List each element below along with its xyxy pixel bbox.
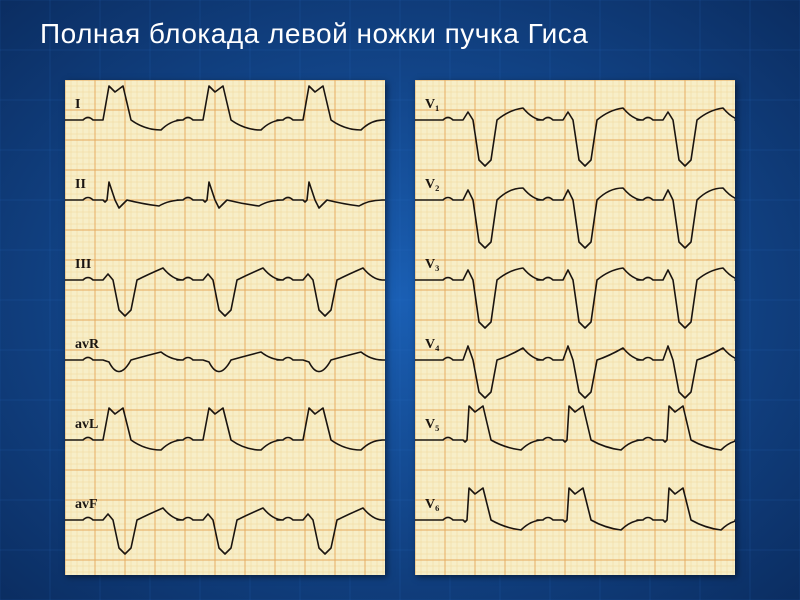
svg-text:V₅: V₅ <box>425 417 439 432</box>
ecg-panels: IIIIIIavRavLavF V₁V₂V₃V₄V₅V₆ <box>65 80 735 575</box>
svg-text:avL: avL <box>75 417 98 432</box>
svg-text:V₁: V₁ <box>425 97 439 112</box>
slide-root: Полная блокада левой ножки пучка Гиса II… <box>0 0 800 600</box>
svg-text:avR: avR <box>75 337 100 352</box>
ecg-panel-left: IIIIIIavRavLavF <box>65 80 385 575</box>
svg-text:V₂: V₂ <box>425 177 439 192</box>
svg-text:V₃: V₃ <box>425 257 439 272</box>
svg-text:II: II <box>75 177 86 192</box>
svg-text:V₆: V₆ <box>425 497 439 512</box>
ecg-panel-right: V₁ V₂ V₃ V₄ V₅ V₆ <box>415 80 735 575</box>
svg-text:I: I <box>75 97 80 112</box>
svg-text:avF: avF <box>75 497 98 512</box>
slide-title: Полная блокада левой ножки пучка Гиса <box>40 18 588 50</box>
svg-text:III: III <box>75 257 91 272</box>
svg-text:V₄: V₄ <box>425 337 440 352</box>
ecg-strip-left: IIIIIIavRavLavF <box>65 80 385 575</box>
ecg-strip-right: V₁ V₂ V₃ V₄ V₅ V₆ <box>415 80 735 575</box>
